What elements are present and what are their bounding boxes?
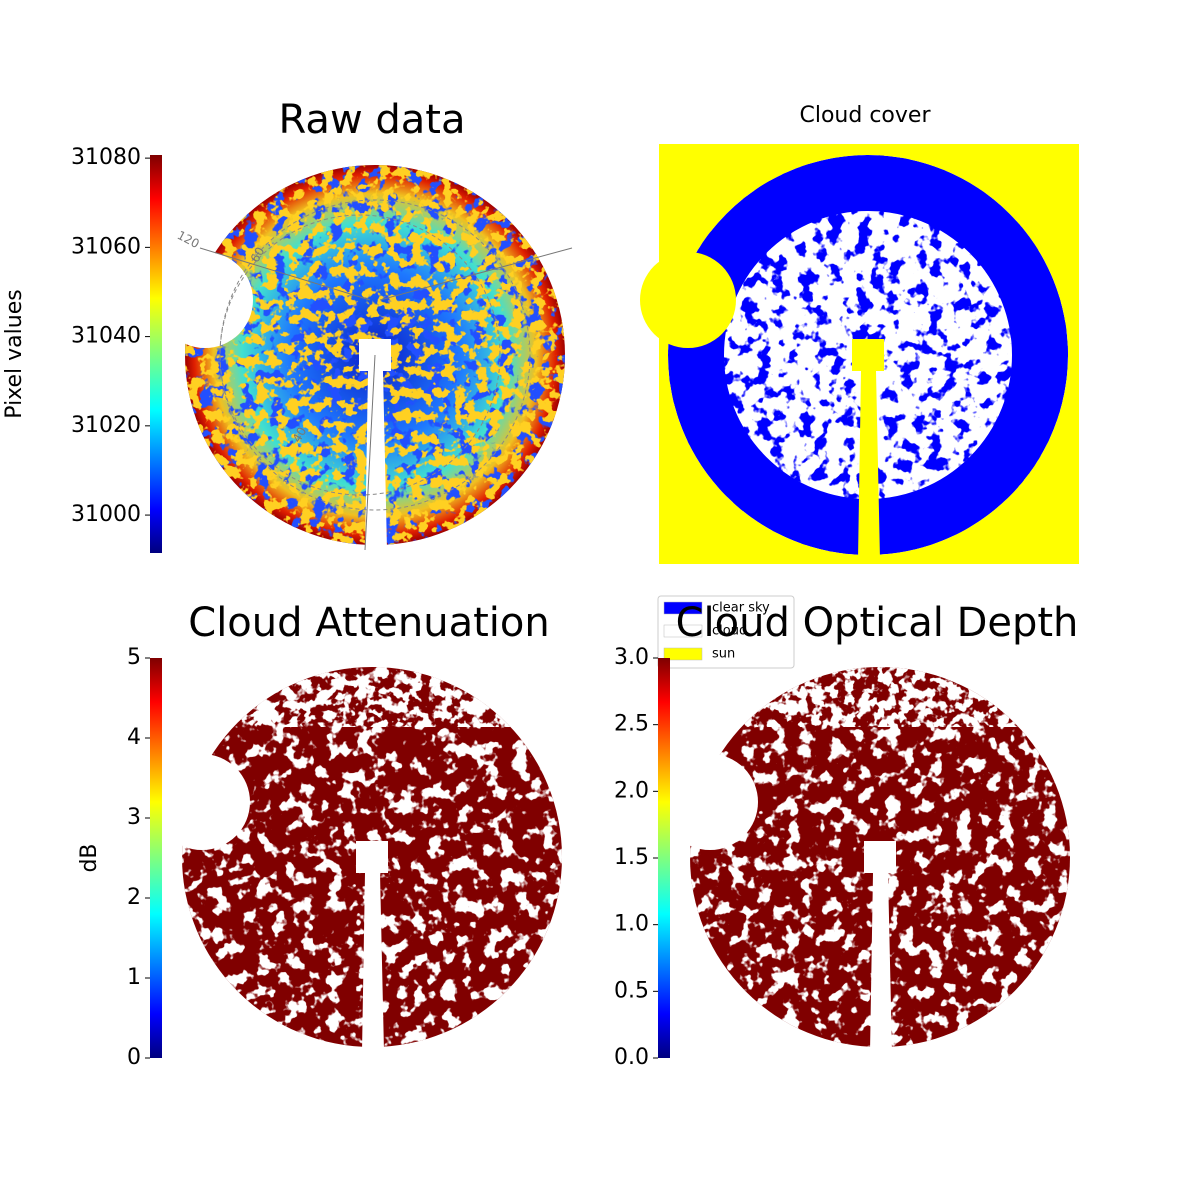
legend: clear sky cloud sun: [657, 595, 795, 669]
image: [662, 667, 1070, 1052]
shadow-arm: [359, 339, 391, 550]
image: [154, 667, 562, 1052]
colorbar-tick-label: 31060: [71, 234, 141, 259]
colorbar-tick-label: 0: [127, 1045, 141, 1070]
colorbar-tick-label: 0.0: [614, 1045, 649, 1070]
image: [157, 165, 573, 551]
colorbar-tick-label: 5: [127, 645, 141, 670]
colorbar-tick-label: 1.0: [614, 912, 649, 937]
legend-swatch: [663, 647, 703, 661]
panel-title: Cloud cover: [800, 103, 932, 128]
shadow-arm: [356, 841, 388, 1052]
colorbar-tick-label: 31020: [71, 413, 141, 438]
polar-label: 120: [175, 228, 202, 251]
shadow-arm: [852, 339, 884, 560]
legend-label: clear sky: [712, 601, 770, 616]
colorbar-tick-label: 31040: [71, 324, 141, 349]
colorbar-tick-label: 2: [127, 885, 141, 910]
colorbar-tick-label: 2.5: [614, 712, 649, 737]
colorbar: [150, 155, 162, 553]
colorbar-label: Pixel values: [2, 289, 27, 418]
horizon-notch: [157, 252, 253, 348]
polar-grid: [364, 354, 376, 551]
colorbar-tick-label: 31080: [71, 145, 141, 170]
horizon-notch: [640, 252, 736, 348]
polar-label: 60: [248, 245, 268, 265]
colorbar-tick-label: 4: [127, 725, 141, 750]
colorbar-tick-label: 2.0: [614, 778, 649, 803]
clear-top: [690, 667, 1070, 727]
colorbar-label: dB: [77, 843, 102, 872]
colorbar-tick-label: 3.0: [614, 645, 649, 670]
colorbar-tick-label: 0.5: [614, 978, 649, 1003]
colorbar-tick-label: 3: [127, 805, 141, 830]
polar-grid: [379, 247, 573, 301]
polar-label: 40: [290, 425, 310, 445]
panel-title: Cloud Attenuation: [188, 600, 549, 646]
horizon-notch: [154, 754, 250, 850]
legend-swatch: [663, 601, 703, 615]
legend-label: cloud: [712, 624, 747, 639]
clear-top: [182, 667, 562, 727]
image: [640, 144, 1079, 564]
colorbar-tick-label: 1.5: [614, 845, 649, 870]
polar-grid: [219, 199, 531, 511]
panel-title: Raw data: [279, 97, 466, 143]
colorbar: [658, 658, 670, 1058]
polar-grid: [219, 214, 501, 496]
polar-grid: [199, 247, 371, 301]
legend-label: sun: [712, 647, 735, 662]
colorbar: [150, 658, 162, 1058]
colorbar-tick-label: 31000: [71, 502, 141, 527]
panel-title: Cloud Optical Depth: [676, 600, 1079, 646]
legend-swatch: [663, 624, 703, 638]
colorbar-tick-label: 1: [127, 965, 141, 990]
horizon-notch: [662, 754, 758, 850]
shadow-arm: [864, 841, 896, 1052]
